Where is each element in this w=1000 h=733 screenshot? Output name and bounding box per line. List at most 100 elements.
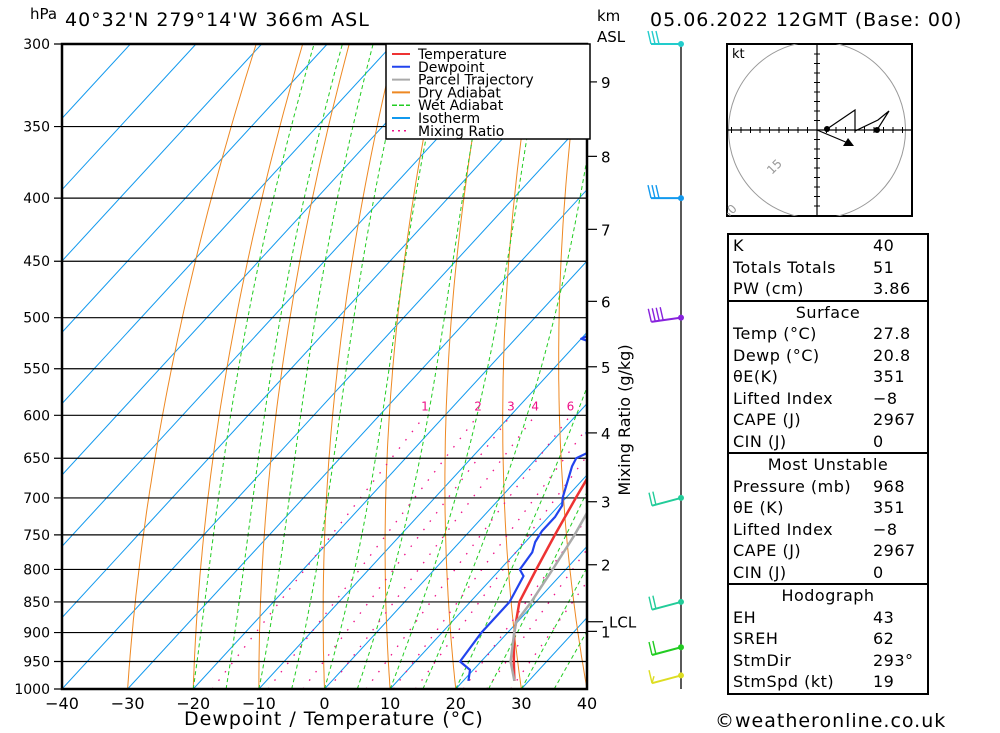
- wind-barb-flag: [659, 307, 664, 321]
- x-tick-label: −10: [242, 694, 276, 713]
- wind-barb-flag: [652, 491, 657, 505]
- mixing-ratio-label: 16: [654, 399, 669, 413]
- x-tick-label: 0: [319, 694, 329, 713]
- isobar-lines: [54, 43, 587, 690]
- index-row: θE (K) 351: [729, 497, 927, 519]
- km-tick-label: 6: [601, 293, 611, 311]
- y-tick-label: 900: [23, 626, 50, 642]
- hodograph-end-dot: [874, 127, 880, 133]
- axis-labels: 3003504004505005506006507007508008509009…: [14, 37, 636, 713]
- wet-adiabat-line: [324, 44, 446, 689]
- index-row: CAPE (J) 2967: [729, 409, 927, 431]
- mixing-ratio-line: [267, 414, 479, 689]
- index-value: 968: [873, 476, 906, 496]
- legend-label: Parcel Trajectory: [418, 73, 534, 89]
- height-unit-label: km ASL: [597, 6, 625, 48]
- mixing-ratio-axis-label: Mixing Ratio (g/kg): [615, 344, 634, 495]
- wind-barb-flag: [647, 184, 652, 199]
- y-tick-label: 500: [23, 311, 50, 327]
- isotherm-line: [62, 44, 131, 120]
- index-row: CIN (J) 0: [729, 431, 927, 453]
- parcel-trajectory-line: [509, 510, 587, 682]
- lcl-label: LCL: [609, 614, 637, 632]
- km-tick-label: 9: [601, 74, 611, 92]
- km-tick-label: 1: [601, 623, 611, 641]
- dry-adiabat-line: [127, 44, 257, 689]
- wind-barb-flag: [648, 670, 653, 684]
- isotherm-line: [62, 44, 525, 548]
- wind-barb-flag: [651, 184, 656, 199]
- wet-adiabat-line: [192, 44, 315, 689]
- y-tick-label: 350: [23, 120, 50, 136]
- credit-link[interactable]: ©weatheronline.co.uk: [715, 710, 947, 732]
- y-tick-label: 300: [23, 37, 50, 53]
- index-value: 20.8: [873, 345, 911, 365]
- isotherm-line: [62, 44, 459, 476]
- legend-label: Temperature: [417, 47, 507, 63]
- index-row: CIN (J) 0: [729, 562, 927, 584]
- index-value: 62: [873, 629, 895, 648]
- dry-adiabat-line: [954, 44, 1000, 689]
- wind-barb-flag: [651, 30, 656, 45]
- y-tick-label: 700: [23, 491, 50, 507]
- index-label: CAPE (J): [733, 410, 802, 429]
- index-value: 0: [873, 431, 884, 451]
- temperature-line: [512, 476, 587, 681]
- index-label: Totals Totals: [733, 257, 836, 277]
- y-tick-label: 600: [23, 408, 50, 424]
- index-label: Pressure (mb): [733, 476, 852, 496]
- index-value: 43: [873, 607, 895, 627]
- km-unit: km: [597, 7, 621, 25]
- km-tick-label: 8: [601, 148, 611, 166]
- isotherm-line: [62, 44, 263, 262]
- isotherm-line: [127, 188, 587, 689]
- wind-barb-flag: [648, 596, 653, 610]
- index-label: K: [733, 236, 744, 255]
- y-tick-label: 400: [23, 191, 50, 207]
- index-label: Temp (°C): [733, 324, 817, 343]
- x-tick-label: 30: [511, 694, 531, 713]
- isotherm-line: [62, 117, 587, 689]
- wet-adiabat-line: [356, 44, 491, 689]
- wind-barb-staff: [651, 600, 682, 611]
- isotherm-line: [455, 545, 587, 689]
- sounding-profiles: [458, 334, 587, 682]
- hodograph-start-dot: [824, 126, 830, 132]
- y-tick-label: 1000: [14, 682, 50, 698]
- mixing-ratio-line: [327, 414, 536, 689]
- x-tick-label: −20: [176, 694, 210, 713]
- km-tick-label: 4: [601, 425, 611, 443]
- general-indices-panel: K 40 Totals Totals 51 PW (cm) 3.86 Surface …: [727, 233, 929, 695]
- index-label: Dewp (°C): [733, 345, 820, 365]
- index-label: StmSpd (kt): [733, 672, 835, 691]
- wind-barb-flag: [652, 640, 657, 655]
- x-tick-label: 10: [380, 694, 400, 713]
- index-label: SREH: [733, 629, 779, 648]
- pressure-unit-label: hPa: [30, 5, 58, 23]
- datetime-title: 05.06.2022 12GMT (Base: 00): [650, 9, 963, 31]
- y-tick-label: 450: [23, 254, 50, 270]
- hodograph-ring-label: 45: [674, 247, 695, 268]
- index-value: 351: [873, 498, 906, 517]
- mixing-ratio-label: 4: [531, 399, 539, 413]
- index-row: Lifted Index −8: [729, 388, 927, 410]
- index-label: Lifted Index: [733, 388, 834, 408]
- mixing-ratio-label: 25: [699, 399, 714, 413]
- km-tick-label: 7: [601, 221, 611, 239]
- index-value: 351: [873, 367, 906, 386]
- y-tick-label: 950: [23, 655, 50, 671]
- plot-frame: [60, 42, 589, 691]
- index-value: −8: [873, 519, 898, 539]
- index-value: 27.8: [873, 324, 911, 343]
- wind-barb-flag: [655, 184, 660, 199]
- y-tick-label: 750: [23, 528, 50, 544]
- mixing-ratio-label: 6: [567, 399, 575, 413]
- legend-box: [385, 43, 591, 140]
- index-label: PW (cm): [733, 279, 804, 298]
- wet-adiabat-line: [389, 44, 544, 689]
- dry-adiabat-line: [558, 44, 587, 689]
- wind-barb-flag: [647, 30, 652, 45]
- storm-motion-marker: [843, 138, 854, 146]
